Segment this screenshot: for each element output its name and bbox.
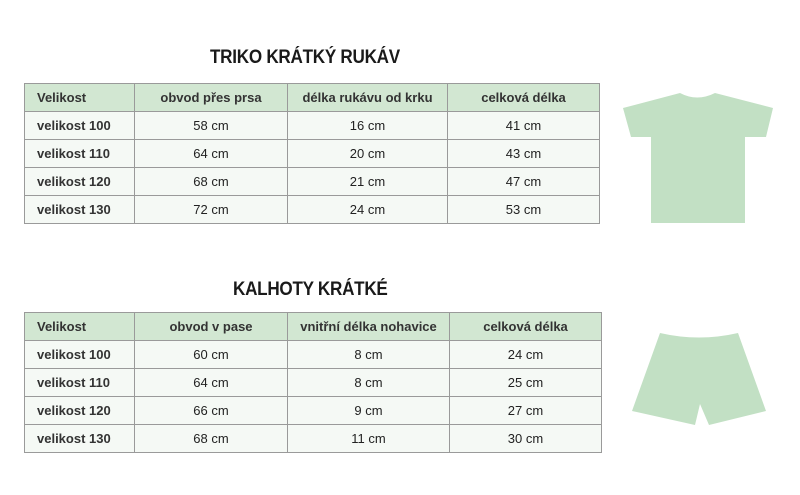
table-header: Velikost obvod přes prsa délka rukávu od k… [24,83,600,112]
cell: 41 cm [447,111,600,140]
table-row: velikost 100 60 cm 8 cm 24 cm [24,340,602,369]
cell: 30 cm [449,424,602,453]
cell: 72 cm [134,195,288,224]
cell: 53 cm [447,195,600,224]
cell: velikost 100 [24,340,135,369]
cell: 24 cm [449,340,602,369]
cell: 8 cm [287,340,450,369]
table-row: velikost 110 64 cm 20 cm 43 cm [24,139,600,168]
shirt-table-title: TRIKO KRÁTKÝ RUKÁV [210,47,400,68]
header-cell: Velikost [24,312,135,341]
table-row: velikost 110 64 cm 8 cm 25 cm [24,368,602,397]
shirt-size-table: Velikost obvod přes prsa délka rukávu od k… [24,83,600,224]
table-row: velikost 120 68 cm 21 cm 47 cm [24,167,600,196]
cell: 8 cm [287,368,450,397]
header-cell: celková délka [449,312,602,341]
cell: 47 cm [447,167,600,196]
cell: 20 cm [287,139,448,168]
cell: 68 cm [134,424,288,453]
cell: velikost 100 [24,111,135,140]
cell: velikost 120 [24,167,135,196]
cell: velikost 130 [24,195,135,224]
shorts-icon [632,333,766,425]
cell: 64 cm [134,139,288,168]
shorts-table-title: KALHOTY KRÁTKÉ [233,279,388,300]
cell: velikost 130 [24,424,135,453]
tshirt-icon [623,93,773,223]
table-header: Velikost obvod v pase vnitřní délka nohavi… [24,312,602,341]
header-cell: celková délka [447,83,600,112]
cell: 25 cm [449,368,602,397]
cell: 64 cm [134,368,288,397]
cell: velikost 110 [24,139,135,168]
header-cell: obvod přes prsa [134,83,288,112]
table-row: velikost 130 68 cm 11 cm 30 cm [24,424,602,453]
cell: 16 cm [287,111,448,140]
shorts-size-table: Velikost obvod v pase vnitřní délka nohavi… [24,312,602,453]
cell: velikost 120 [24,396,135,425]
table-row: velikost 130 72 cm 24 cm 53 cm [24,195,600,224]
cell: 66 cm [134,396,288,425]
header-cell: obvod v pase [134,312,288,341]
cell: 60 cm [134,340,288,369]
cell: velikost 110 [24,368,135,397]
cell: 11 cm [287,424,450,453]
header-cell: délka rukávu od krku [287,83,448,112]
cell: 24 cm [287,195,448,224]
